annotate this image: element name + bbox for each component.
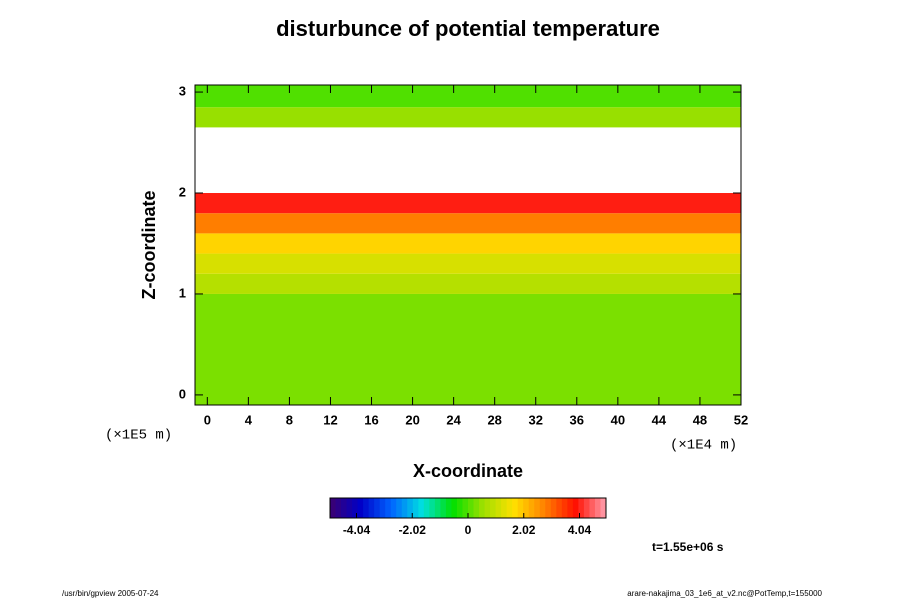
colorbar-cell xyxy=(418,498,425,518)
colorbar-cell xyxy=(390,498,397,518)
heat-cell xyxy=(195,273,741,294)
colorbar-cell xyxy=(567,498,574,518)
colorbar-cell xyxy=(534,498,541,518)
colorbar-cell xyxy=(495,498,502,518)
colorbar-cell xyxy=(335,498,342,518)
colorbar-cell xyxy=(346,498,353,518)
colorbar-cell xyxy=(434,498,441,518)
colorbar-cell xyxy=(445,498,452,518)
heat-cell xyxy=(195,193,741,214)
chart-title: disturbunce of potential temperature xyxy=(276,16,660,41)
colorbar-cell xyxy=(473,498,480,518)
x-tick-label: 20 xyxy=(405,412,419,427)
colorbar-cell xyxy=(528,498,535,518)
colorbar-cell xyxy=(396,498,403,518)
y-tick-label: 1 xyxy=(179,285,186,300)
time-label: t=1.55e+06 s xyxy=(652,540,724,554)
footer-right: arare-nakajima_03_1e6_at_v2.nc@PotTemp,t… xyxy=(627,589,822,598)
colorbar-cell xyxy=(561,498,568,518)
x-tick-label: 4 xyxy=(245,412,253,427)
x-tick-label: 40 xyxy=(611,412,625,427)
colorbar-cell xyxy=(512,498,519,518)
colorbar-cell xyxy=(357,498,364,518)
x-axis-label: X-coordinate xyxy=(413,461,523,481)
x-tick-label: 8 xyxy=(286,412,293,427)
x-tick-label: 24 xyxy=(446,412,461,427)
colorbar-cell xyxy=(484,498,491,518)
colorbar-cell xyxy=(352,498,359,518)
y-axis-label: Z-coordinate xyxy=(139,190,159,299)
plot-frame xyxy=(194,84,742,406)
colorbar-cell xyxy=(363,498,370,518)
colorbar-cell xyxy=(429,498,436,518)
colorbar-cell xyxy=(583,498,590,518)
colorbar-cell xyxy=(368,498,375,518)
colorbar-cell xyxy=(517,498,524,518)
colorbar-cell xyxy=(550,498,557,518)
colorbar-cell xyxy=(379,498,386,518)
colorbar-cell xyxy=(374,498,381,518)
colorbar-cell xyxy=(506,498,513,518)
colorbar-cell xyxy=(490,498,497,518)
colorbar-tick-label: -4.04 xyxy=(343,523,371,537)
x-tick-label: 44 xyxy=(652,412,667,427)
colorbar-cell xyxy=(523,498,530,518)
colorbar-cell xyxy=(600,498,607,518)
colorbar-cell xyxy=(407,498,414,518)
colorbar-cell xyxy=(456,498,463,518)
colorbar-cell xyxy=(556,498,563,518)
colorbar-cell xyxy=(341,498,348,518)
colorbar-tick-label: 4.04 xyxy=(568,523,592,537)
colorbar-cell xyxy=(401,498,408,518)
colorbar-cell xyxy=(462,498,469,518)
colorbar-cell xyxy=(594,498,601,518)
y-tick-label: 3 xyxy=(179,84,186,99)
heat-cell xyxy=(195,85,741,108)
heat-cell xyxy=(195,107,741,128)
x-tick-label: 52 xyxy=(734,412,748,427)
colorbar-cell xyxy=(501,498,508,518)
y-unit: (×1E5 m) xyxy=(105,428,172,444)
x-tick-label: 0 xyxy=(204,412,211,427)
y-tick-label: 0 xyxy=(179,386,186,401)
colorbar-cell xyxy=(539,498,546,518)
x-tick-label: 36 xyxy=(570,412,584,427)
colorbar-cell xyxy=(385,498,392,518)
heat-cell xyxy=(195,233,741,254)
colorbar-cell xyxy=(451,498,458,518)
colorbar-cell xyxy=(440,498,447,518)
x-tick-label: 32 xyxy=(529,412,543,427)
colorbar-tick-label: 0 xyxy=(465,523,472,537)
colorbar-cell xyxy=(572,498,579,518)
colorbar-cell xyxy=(479,498,486,518)
heat-cell xyxy=(195,293,741,405)
heat-cell xyxy=(195,253,741,274)
colorbar-cell xyxy=(578,498,585,518)
x-tick-label: 16 xyxy=(364,412,378,427)
y-tick-label: 2 xyxy=(179,184,186,199)
x-tick-label: 48 xyxy=(693,412,707,427)
colorbar-cell xyxy=(545,498,552,518)
colorbar-cell xyxy=(589,498,596,518)
x-tick-label: 12 xyxy=(323,412,337,427)
colorbar-cell xyxy=(468,498,475,518)
colorbar-cell xyxy=(423,498,430,518)
x-tick-label: 28 xyxy=(487,412,501,427)
footer-left: /usr/bin/gpview 2005-07-24 xyxy=(62,589,159,598)
colorbar-cell xyxy=(330,498,337,518)
colorbar-cell xyxy=(412,498,419,518)
x-unit: (×1E4 m) xyxy=(670,438,737,454)
colorbar-tick-label: -2.02 xyxy=(399,523,427,537)
heat-cell xyxy=(195,213,741,234)
colorbar-tick-label: 2.02 xyxy=(512,523,536,537)
